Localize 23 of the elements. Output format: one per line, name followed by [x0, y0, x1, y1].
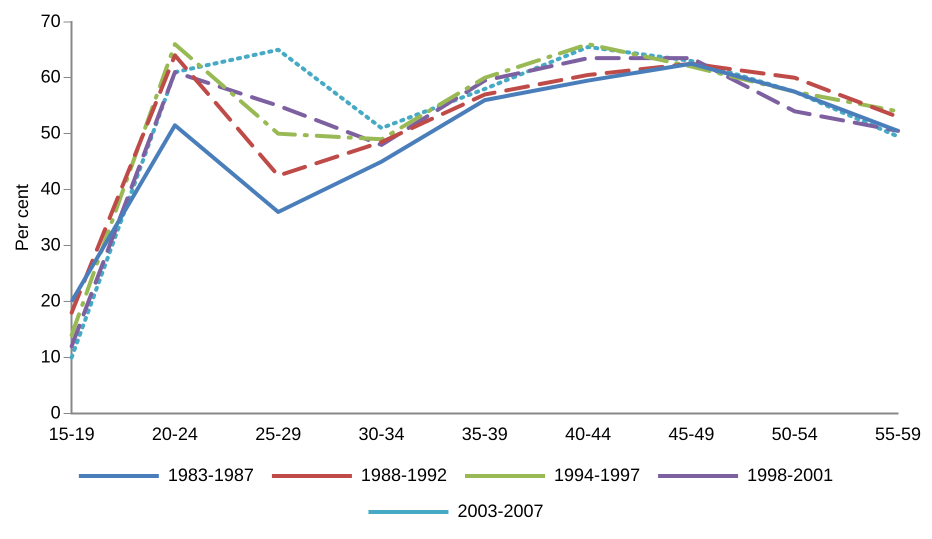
- legend-label: 2003-2007: [457, 500, 544, 521]
- x-tick-label: 15-19: [48, 424, 95, 444]
- y-tick-label: 20: [40, 290, 61, 310]
- y-tick-label: 30: [40, 234, 61, 255]
- legend-label: 1998-2001: [747, 464, 834, 485]
- y-tick-label: 50: [40, 122, 61, 143]
- legend-label: 1988-1992: [360, 464, 448, 485]
- y-tick-label: 70: [40, 10, 61, 31]
- x-tick-label: 55-59: [874, 424, 922, 444]
- x-tick-label: 25-29: [255, 424, 302, 444]
- y-tick-label: 40: [40, 178, 61, 199]
- x-tick-label: 20-24: [152, 424, 198, 444]
- y-tick-label: 10: [40, 346, 61, 366]
- x-tick-label: 30-34: [358, 424, 405, 444]
- legend-label: 1983-1987: [168, 464, 254, 485]
- legend-label: 1994-1997: [554, 464, 640, 485]
- x-tick-label: 35-39: [462, 424, 508, 444]
- x-tick-label: 45-49: [668, 424, 714, 444]
- x-tick-label: 40-44: [565, 424, 612, 444]
- y-tick-label: 60: [40, 66, 61, 87]
- y-tick-label: 0: [50, 402, 61, 422]
- y-axis-title: Per cent: [12, 184, 32, 252]
- x-tick-label: 50-54: [772, 424, 818, 444]
